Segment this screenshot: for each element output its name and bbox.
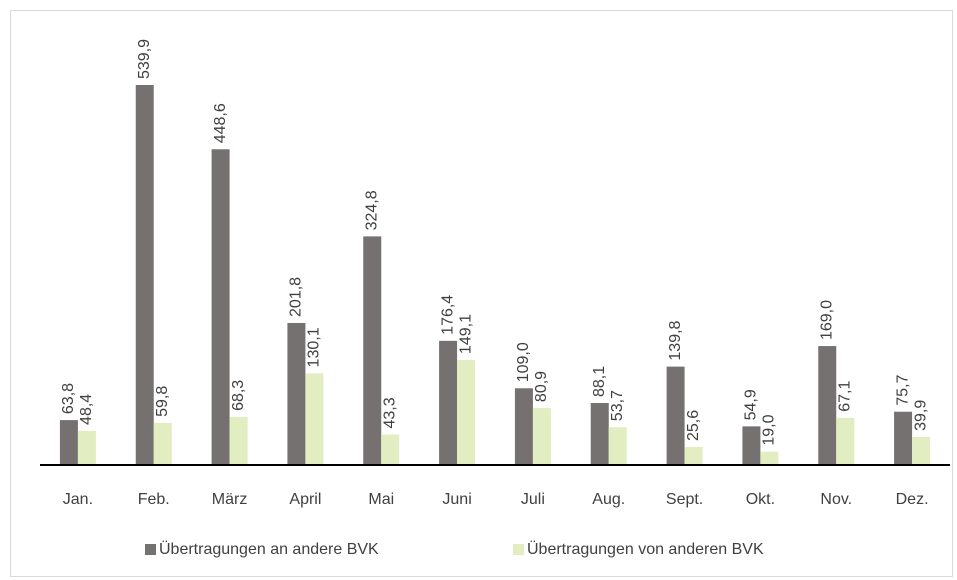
bar xyxy=(153,422,172,465)
x-tick-label: Jan. xyxy=(63,491,93,508)
x-tick-label: Mai xyxy=(368,491,394,508)
data-label: 201,8 xyxy=(288,277,305,317)
data-label: 39,9 xyxy=(912,400,929,431)
legend-label: Übertragungen von anderen BVK xyxy=(527,540,764,558)
x-tick-label: April xyxy=(289,491,321,508)
bar xyxy=(684,446,703,465)
x-tick-label: Juli xyxy=(521,491,545,508)
data-label: 59,8 xyxy=(154,386,171,417)
data-label: 176,4 xyxy=(439,295,456,335)
bar xyxy=(211,149,230,465)
bar xyxy=(305,373,324,465)
bar xyxy=(836,417,855,465)
data-label: 130,1 xyxy=(306,327,323,367)
bar xyxy=(894,411,913,465)
bar xyxy=(287,322,306,465)
bar xyxy=(532,408,551,465)
data-label: 63,8 xyxy=(60,383,77,414)
bar xyxy=(608,427,627,465)
legend-swatch xyxy=(145,544,156,555)
bar xyxy=(666,366,685,465)
data-label: 54,9 xyxy=(743,389,760,420)
x-tick-label: Aug. xyxy=(592,491,625,508)
x-tick-label: Sept. xyxy=(666,491,703,508)
bar xyxy=(818,346,837,465)
bar xyxy=(742,426,761,465)
x-tick-label: Dez. xyxy=(896,491,929,508)
bar xyxy=(77,430,96,465)
bar xyxy=(457,360,476,465)
data-label: 75,7 xyxy=(894,374,911,405)
legend-label: Übertragungen an andere BVK xyxy=(159,540,379,558)
bar xyxy=(363,236,382,465)
data-label: 67,1 xyxy=(836,381,853,412)
bar xyxy=(912,436,931,465)
bar xyxy=(59,420,78,465)
x-tick-label: Okt. xyxy=(746,491,775,508)
x-tick-label: März xyxy=(212,491,248,508)
x-tick-label: Feb. xyxy=(138,491,170,508)
bar xyxy=(381,434,400,465)
bar xyxy=(590,402,609,465)
legend-swatch xyxy=(513,544,524,555)
x-tick-label: Juni xyxy=(442,491,471,508)
data-label: 43,3 xyxy=(381,397,398,428)
x-tick-label: Nov. xyxy=(820,491,852,508)
data-label: 19,0 xyxy=(761,414,778,445)
data-label: 25,6 xyxy=(685,410,702,441)
data-label: 68,3 xyxy=(230,380,247,411)
data-label: 88,1 xyxy=(591,366,608,397)
bar xyxy=(760,451,779,465)
data-label: 80,9 xyxy=(533,371,550,402)
data-label: 139,8 xyxy=(667,320,684,360)
data-label: 169,0 xyxy=(818,300,835,340)
bar xyxy=(439,340,458,465)
bar xyxy=(135,85,154,465)
data-label: 448,6 xyxy=(212,103,229,143)
data-label: 48,4 xyxy=(78,394,95,425)
data-label: 324,8 xyxy=(363,190,380,230)
bar xyxy=(514,388,533,465)
chart-frame xyxy=(10,10,953,577)
bar xyxy=(229,416,248,465)
data-label: 149,1 xyxy=(457,314,474,354)
data-label: 539,9 xyxy=(136,39,153,79)
data-label: 53,7 xyxy=(609,390,626,421)
data-label: 109,0 xyxy=(515,342,532,382)
